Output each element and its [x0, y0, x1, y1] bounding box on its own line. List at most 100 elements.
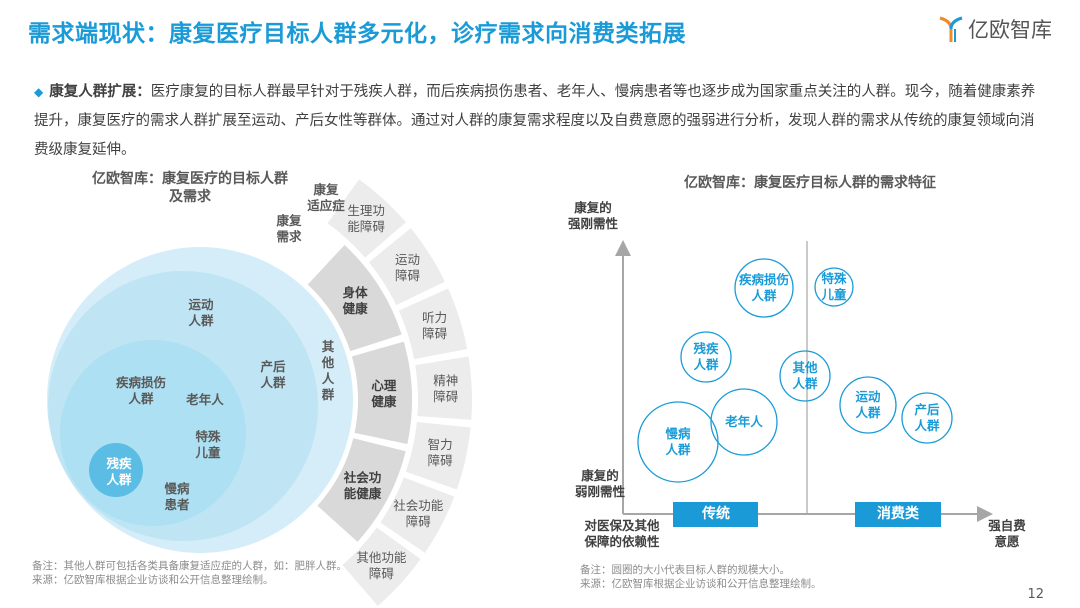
need-label-line: 心理 — [371, 377, 397, 393]
x-axis-left-label-line: 保障的依赖性 — [584, 534, 660, 549]
indication-segment — [327, 179, 406, 258]
bubble-label-line: 人群 — [693, 357, 719, 372]
bubble — [839, 376, 897, 434]
indication-label-line: 其他功能 — [356, 550, 407, 566]
y-axis-top-label-line: 强刚需性 — [567, 216, 618, 231]
group-postpartum-line: 人群 — [260, 375, 286, 390]
left-chart-title: 亿欧智库：康复医疗的目标人群 及需求 — [70, 170, 310, 206]
indication-label-line: 障碍 — [368, 566, 394, 582]
indication-label-line: 精神 — [433, 373, 459, 389]
indication-label: 其他功能 障碍 — [331, 550, 431, 582]
bubble-label-line: 慢病 — [665, 426, 691, 441]
group-chronic-line: 慢病 — [164, 481, 190, 496]
group-elderly: 老年人 — [155, 392, 255, 408]
bubble-label-line: 运动 — [855, 389, 881, 404]
x-axis-right-label-line: 意愿 — [994, 534, 1020, 549]
group-children-line: 特殊 — [195, 429, 221, 444]
y-axis-bottom-label-line: 康复的 — [581, 468, 619, 483]
group-disease-line: 疾病损伤 — [115, 375, 166, 390]
logo-text: 亿欧智库 — [968, 18, 1052, 42]
group-postpartum-line: 产后 — [260, 359, 286, 374]
bubble — [734, 258, 794, 318]
y-axis-bottom-label-line: 弱刚需性 — [574, 484, 625, 499]
indication-label-line: 运动 — [394, 251, 420, 267]
need-label: 身体 健康 — [305, 285, 405, 317]
ring-header-needs: 康复 需求 — [239, 213, 339, 245]
indication-label-line: 听力 — [422, 310, 448, 326]
bubble-label: 老年人 — [694, 414, 794, 430]
right-notes: 备注：圆圈的大小代表目标人群的规模大小。 来源：亿欧智库根据企业访谈和公开信息整… — [580, 563, 822, 591]
logo-icon — [939, 16, 963, 42]
indication-label: 生理功 能障碍 — [316, 203, 416, 235]
bubble-label-line: 特殊 — [821, 271, 847, 286]
indication-label-line: 障碍 — [427, 453, 453, 469]
ring-header-indications-line: 康复 — [313, 182, 339, 197]
need-segment — [307, 244, 402, 352]
left-source: 来源：亿欧智库根据企业访谈和公开信息整理绘制。 — [32, 574, 274, 586]
group-elderly-line: 老年人 — [186, 392, 224, 407]
bubble — [814, 267, 854, 307]
group-disease: 疾病损伤 人群 — [91, 375, 191, 407]
group-sport-line: 运动 — [188, 297, 214, 312]
group-sport: 运动 人群 — [151, 297, 251, 329]
indication-label: 运动 障碍 — [357, 252, 457, 284]
zone-consumer-box — [855, 502, 941, 527]
bubble — [901, 392, 953, 444]
intro-paragraph: ◆ 康复人群扩展：医疗康复的目标人群最早针对于残疾人群，而后疾病损伤患者、老年人、… — [34, 78, 1044, 165]
x-axis-right-label-line: 强自费 — [988, 518, 1026, 533]
group-chronic-line: 患者 — [164, 497, 190, 512]
indication-label-line: 障碍 — [394, 267, 420, 283]
indication-label-line: 社会功能 — [393, 497, 444, 513]
bubble-label-line: 人群 — [792, 376, 818, 391]
right-note: 备注：圆圈的大小代表目标人群的规模大小。 — [580, 564, 790, 576]
group-other-line: 其 — [321, 339, 335, 354]
intro-text: 医疗康复的目标人群最早针对于残疾人群，而后疾病损伤患者、老年人、慢病患者等也逐步… — [34, 84, 1036, 158]
bubble-label-line: 儿童 — [821, 287, 847, 302]
zone-traditional-label-line: 传统 — [702, 506, 730, 522]
bubble-label-line: 其他 — [792, 360, 818, 375]
indication-label-line: 障碍 — [422, 326, 448, 342]
indication-segment — [342, 527, 421, 606]
bubble-label: 慢病 人群 — [628, 426, 728, 458]
left-title-line1: 亿欧智库：康复医疗的目标人群 — [92, 171, 288, 187]
bubble-label-line: 人群 — [855, 405, 881, 420]
bubble-label-line: 残疾 — [693, 341, 719, 356]
group-other-line: 群 — [321, 387, 335, 402]
bubble-label-line: 老年人 — [725, 414, 763, 429]
indication-label-line: 障碍 — [405, 513, 431, 529]
need-label-line: 健康 — [342, 301, 368, 317]
y-axis-bottom-label: 康复的 弱刚需性 — [550, 468, 650, 500]
bubble-label: 特殊 儿童 — [784, 271, 884, 303]
zone-traditional-box — [673, 502, 758, 527]
right-source: 来源：亿欧智库根据企业访谈和公开信息整理绘制。 — [580, 578, 822, 590]
bubble — [637, 401, 719, 483]
bubble-label-line: 产后 — [914, 402, 940, 417]
group-other-line: 他 — [321, 355, 335, 370]
right-chart-title: 亿欧智库：康复医疗目标人群的需求特征 — [684, 175, 936, 191]
intro-heading: 康复人群扩展： — [49, 84, 151, 100]
need-label: 心理 健康 — [334, 378, 434, 410]
indication-label-line: 障碍 — [433, 389, 459, 405]
indication-segment — [368, 228, 445, 306]
bubble-label: 产后 人群 — [877, 402, 977, 434]
need-segment — [351, 341, 412, 445]
need-label-line: 身体 — [342, 285, 368, 301]
disabled-group-circle — [89, 443, 143, 497]
bubble-label-line: 人群 — [665, 442, 691, 457]
x-axis-left-label-line: 对医保及其他 — [584, 518, 660, 533]
left-title-line2: 及需求 — [169, 189, 211, 205]
group-disabled-line: 残疾 — [106, 456, 132, 471]
group-children: 特殊 儿童 — [158, 429, 258, 461]
zone-traditional-label: 传统 — [666, 506, 766, 522]
ring-header-indications-line: 适应症 — [307, 198, 345, 213]
indication-label-line: 生理功 — [347, 202, 385, 218]
indication-segment — [380, 477, 455, 553]
bubble-label-line: 人群 — [751, 288, 777, 303]
bubble-label-line: 疾病损伤 — [738, 272, 789, 287]
page-title: 需求端现状：康复医疗目标人群多元化，诊疗需求向消费类拓展 — [28, 21, 686, 47]
bubble-label: 残疾 人群 — [656, 341, 756, 373]
indication-label: 智力 障碍 — [390, 437, 490, 469]
indication-label: 社会功能 障碍 — [368, 498, 468, 530]
group-other-line: 人 — [321, 371, 335, 386]
page-number: 12 — [1027, 587, 1044, 602]
